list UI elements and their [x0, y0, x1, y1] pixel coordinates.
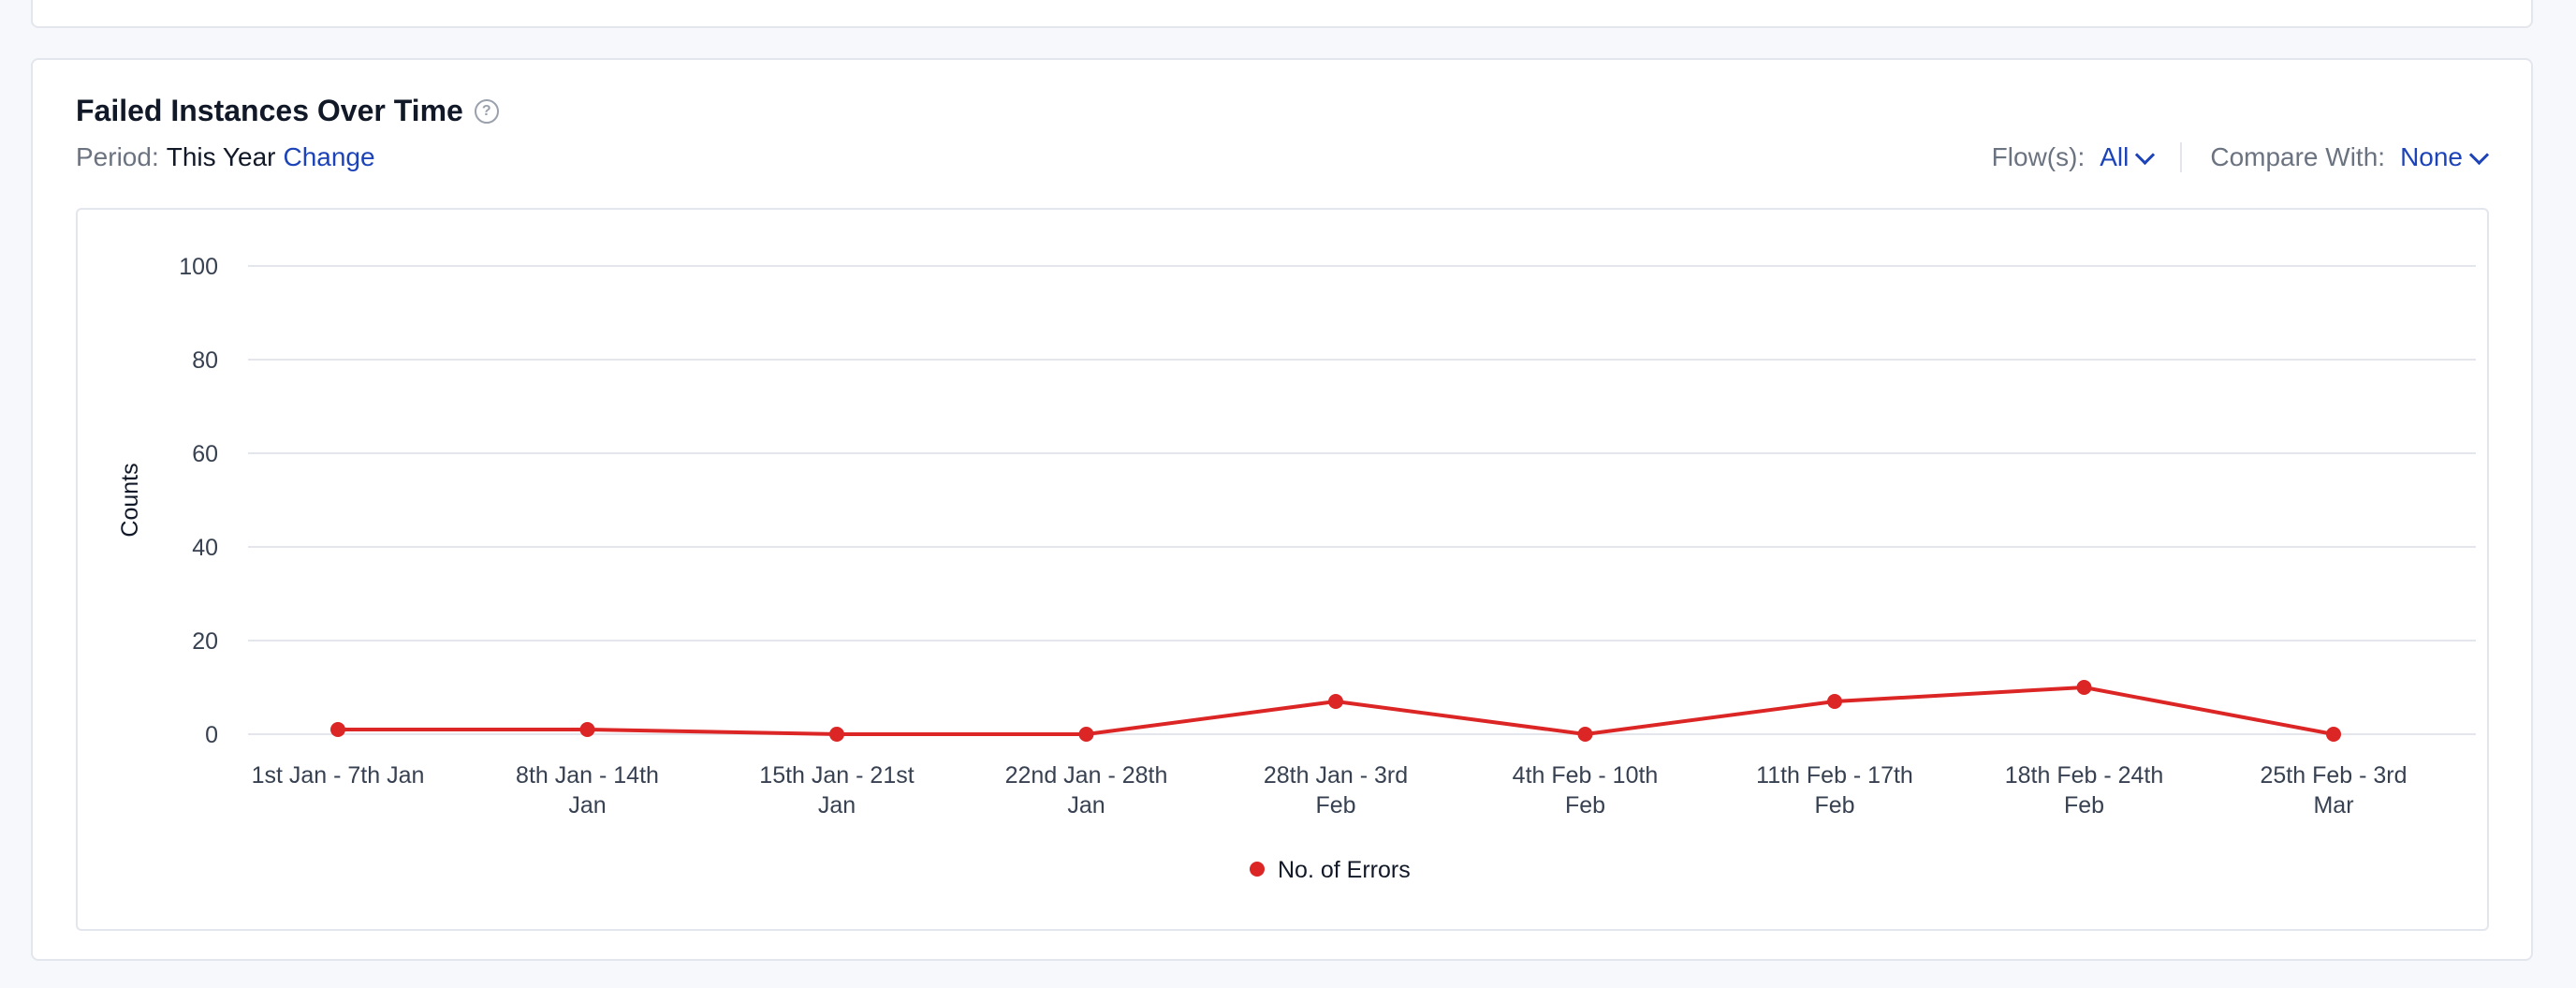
y-tick-label: 40 [192, 535, 218, 561]
y-axis-label: Counts [117, 463, 143, 537]
flows-value: All [2100, 142, 2130, 171]
x-tick-label: 1st Jan - 7th Jan [252, 762, 425, 789]
data-point [1328, 694, 1343, 709]
period-row: Period: This Year Change [76, 142, 375, 172]
legend-marker [1250, 862, 1265, 877]
question-circle-icon[interactable]: ? [474, 98, 499, 124]
y-tick-label: 0 [205, 722, 218, 748]
compare-dropdown[interactable]: None [2400, 142, 2490, 172]
flows-label: Flow(s): [1991, 142, 2086, 171]
x-tick-label: 25th Feb - 3rd Mar [2260, 762, 2407, 818]
title-row: Failed Instances Over Time ? [76, 94, 499, 128]
compare-label: Compare With: [2210, 142, 2386, 171]
data-point [330, 722, 345, 737]
period-value: This Year [166, 142, 276, 171]
chevron-down-icon [2135, 144, 2156, 165]
data-point [2076, 680, 2092, 695]
data-point [2326, 727, 2341, 742]
x-tick-label: 11th Feb - 17th Feb [1756, 762, 1913, 818]
flows-dropdown[interactable]: All [2100, 142, 2156, 172]
legend-label: No. of Errors [1278, 857, 1411, 883]
y-tick-label: 60 [192, 441, 218, 467]
x-tick-label: 4th Feb - 10th Feb [1513, 762, 1659, 818]
filter-divider [2180, 142, 2183, 172]
failed-instances-card: Failed Instances Over Time ? Period: Thi… [31, 58, 2533, 961]
chart-container: 0 20 40 60 80 100 Counts 1st Jan - 7th Jan 8th J… [76, 208, 2489, 931]
data-point [829, 727, 844, 742]
x-tick-label: 18th Feb - 24th Feb [2005, 762, 2164, 818]
x-tick-label: 8th Jan - 14th Jan [516, 762, 659, 818]
flows-filter: Flow(s): All [1991, 142, 2156, 172]
data-point [1577, 727, 1593, 742]
y-tick-label: 100 [179, 254, 218, 280]
compare-value: None [2400, 142, 2463, 171]
y-tick-label: 20 [192, 628, 218, 655]
filters: Flow(s): All Compare With: None [1991, 142, 2490, 172]
previous-card [31, 0, 2533, 28]
card-title: Failed Instances Over Time [76, 94, 463, 127]
change-period-link[interactable]: Change [283, 142, 375, 171]
chevron-down-icon [2468, 144, 2490, 165]
period-label: Period: [76, 142, 159, 171]
y-tick-label: 80 [192, 347, 218, 374]
x-tick-label: 22nd Jan - 28th Jan [1005, 762, 1168, 818]
compare-filter: Compare With: None [2210, 142, 2490, 172]
data-point [579, 722, 595, 737]
data-point [1078, 727, 1094, 742]
line-chart: 0 20 40 60 80 100 Counts 1st Jan - 7th Jan 8th J… [117, 254, 2476, 883]
x-tick-label: 28th Jan - 3rd Feb [1264, 762, 1408, 818]
data-point [1827, 694, 1842, 709]
x-tick-label: 15th Jan - 21st Jan [759, 762, 914, 818]
